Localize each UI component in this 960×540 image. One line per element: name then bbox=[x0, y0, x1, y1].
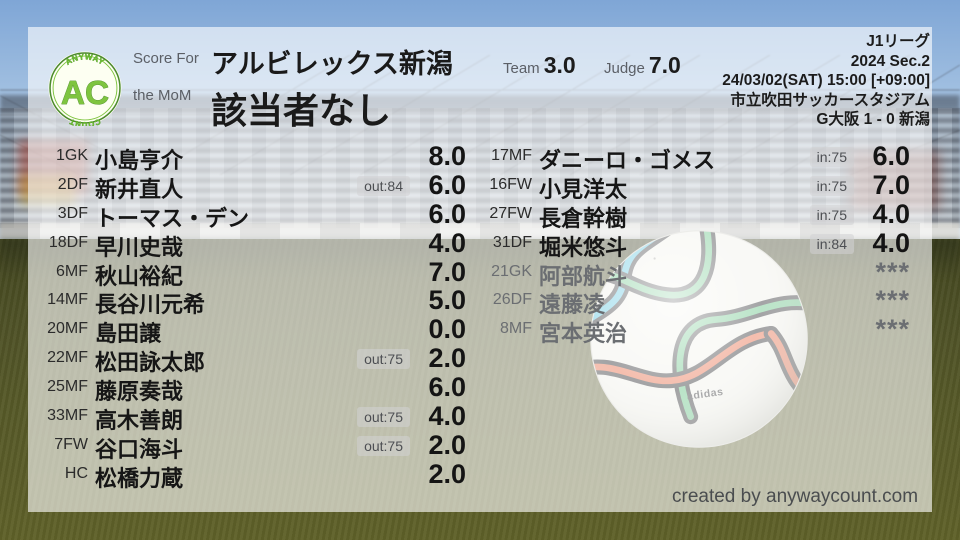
svg-text:AC: AC bbox=[61, 75, 109, 112]
